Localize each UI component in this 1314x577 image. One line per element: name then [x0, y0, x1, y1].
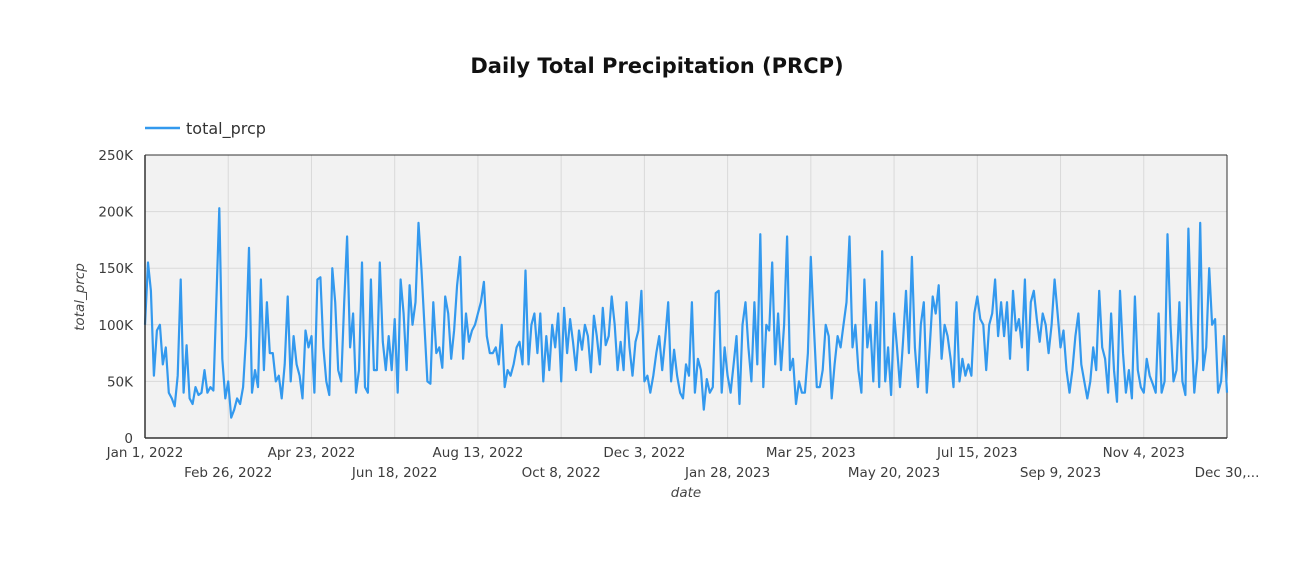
y-tick-label: 250K [98, 148, 134, 164]
x-tick-label: Jun 18, 2022 [351, 465, 438, 481]
x-tick-label: Aug 13, 2022 [433, 445, 524, 461]
y-axis-label: total_prcp [72, 263, 88, 331]
series-line-total-prcp[interactable] [143, 207, 1229, 419]
y-tick-label: 50K [107, 374, 134, 390]
x-tick-label: Jul 15, 2023 [936, 445, 1018, 461]
x-gridlines [227, 155, 1145, 438]
legend[interactable]: total_prcp [145, 119, 266, 139]
x-tick-label: Apr 23, 2022 [268, 445, 356, 461]
x-tick-label: May 20, 2023 [848, 465, 940, 481]
y-tick-label: 150K [98, 261, 134, 277]
x-tick-label: Oct 8, 2022 [522, 465, 601, 481]
x-tick-label: Dec 3, 2022 [603, 445, 685, 461]
x-tick-label: Feb 26, 2022 [184, 465, 272, 481]
y-tick-label: 0 [124, 431, 133, 447]
y-axis-ticks: 0 50K 100K 150K 200K 250K [98, 148, 134, 447]
x-tick-label: Sep 9, 2023 [1020, 465, 1101, 481]
chart-title: Daily Total Precipitation (PRCP) [470, 54, 844, 78]
x-tick-label: Jan 1, 2022 [106, 445, 184, 461]
x-tick-label: Dec 30,... [1195, 465, 1260, 481]
x-axis-label: date [671, 485, 701, 501]
y-tick-label: 200K [98, 205, 134, 221]
legend-label: total_prcp [186, 119, 266, 139]
plot-area [145, 155, 1227, 438]
y-tick-label: 100K [98, 318, 134, 334]
x-tick-label: Jan 28, 2023 [684, 465, 770, 481]
x-tick-label: Nov 4, 2023 [1103, 445, 1185, 461]
x-tick-label: Mar 25, 2023 [766, 445, 856, 461]
